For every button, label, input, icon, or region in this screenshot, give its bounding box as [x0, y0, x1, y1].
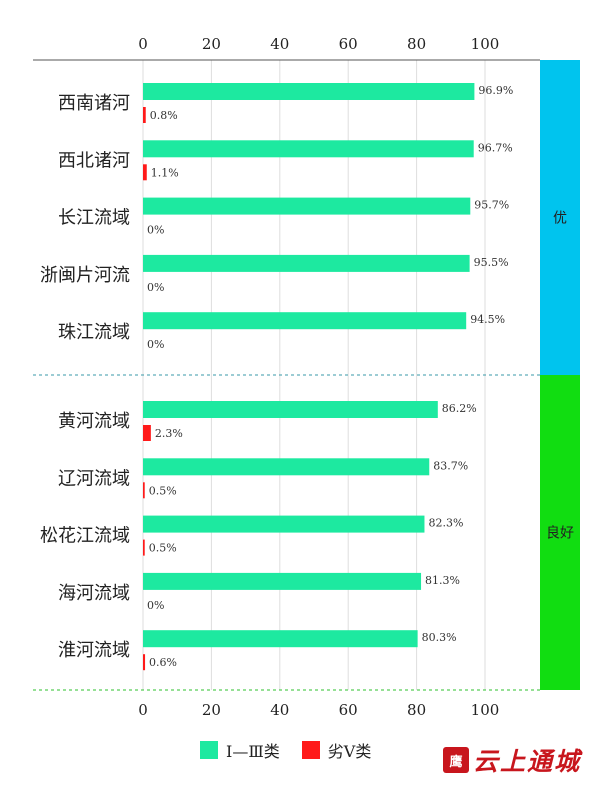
bar-value-label: 0% [147, 599, 164, 612]
bar-value-label: 94.5% [470, 313, 505, 326]
legend-label-1: Ⅰ—Ⅲ类 [226, 742, 280, 761]
bar-value-label: 0.6% [149, 656, 177, 669]
legend-swatch-1 [200, 741, 218, 759]
bar-value-label: 0.5% [149, 484, 177, 497]
bar-good [143, 458, 430, 476]
bar-poor [143, 107, 146, 123]
x-tick-label-bottom: 40 [270, 701, 289, 719]
category-label: 西南诸河 [58, 93, 130, 114]
bar-value-label: 0.8% [150, 109, 178, 122]
bar-poor [143, 654, 146, 671]
bar-good [143, 515, 425, 533]
bar-value-label: 0% [147, 224, 164, 237]
category-label: 淮河流域 [58, 640, 130, 661]
group-band-label: 良好 [546, 526, 574, 542]
x-tick-label-top: 60 [339, 35, 358, 53]
bar-value-label: 81.3% [425, 574, 460, 587]
group-band-label: 优 [553, 211, 567, 227]
x-tick-label-bottom: 20 [202, 701, 221, 719]
x-tick-label-bottom: 0 [138, 701, 148, 719]
category-label: 海河流域 [58, 583, 130, 604]
bar-value-label: 0% [147, 281, 164, 294]
bar-poor [143, 164, 147, 181]
bar-value-label: 95.7% [474, 199, 509, 212]
x-tick-label-bottom: 100 [471, 701, 500, 719]
bar-good [143, 140, 474, 158]
bar-value-label: 2.3% [155, 427, 183, 440]
category-label: 浙闽片河流 [40, 265, 130, 286]
bar-poor [143, 425, 151, 441]
bar-value-label: 1.1% [151, 166, 179, 179]
bar-value-label: 82.3% [428, 517, 463, 530]
bar-value-label: 80.3% [422, 631, 457, 644]
bar-good [143, 254, 470, 272]
category-label: 松花江流域 [40, 526, 130, 547]
x-tick-label-top: 0 [138, 35, 148, 53]
bar-good [143, 630, 418, 648]
group-band [540, 60, 580, 375]
bar-value-label: 96.9% [478, 84, 513, 97]
category-label: 黄河流域 [58, 411, 130, 432]
bar-value-label: 96.7% [478, 141, 513, 154]
legend-item-1: Ⅰ—Ⅲ类 [200, 738, 280, 762]
category-label: 长江流域 [58, 208, 130, 229]
bar-poor [143, 539, 145, 556]
category-label: 西北诸河 [58, 150, 130, 171]
group-band [540, 375, 580, 690]
bar-good [143, 197, 471, 215]
bar-poor [143, 482, 145, 499]
watermark-text: 云上通城 [473, 747, 582, 776]
x-tick-label-top: 40 [270, 35, 289, 53]
legend-label-2: 劣Ⅴ类 [327, 742, 372, 761]
x-tick-label-top: 100 [471, 35, 500, 53]
watermark-logo: 鹰 云上通城 [443, 742, 581, 778]
chart-svg: 0 0 20 20 40 40 60 60 80 80 100 100 优良好 西南诸河 96.9% 0.8%… [33, 35, 580, 719]
seal-logo: 鹰 [443, 747, 469, 773]
bar-good [143, 572, 422, 590]
category-label: 珠江流域 [58, 322, 130, 343]
bar-good [143, 401, 438, 418]
bar-value-label: 86.2% [442, 402, 477, 415]
legend-swatch-2 [301, 741, 320, 759]
x-tick-label-bottom: 80 [407, 701, 426, 719]
legend-item-2: 劣Ⅴ类 [301, 738, 372, 762]
bar-value-label: 0.5% [149, 542, 177, 555]
bar-good [143, 312, 467, 330]
bar-value-label: 83.7% [433, 459, 468, 472]
category-label: 辽河流域 [58, 468, 130, 489]
legend: Ⅰ—Ⅲ类 劣Ⅴ类 [200, 738, 393, 762]
x-tick-label-bottom: 60 [339, 701, 358, 719]
x-tick-label-top: 80 [407, 35, 426, 53]
x-tick-label-top: 20 [202, 35, 221, 53]
bar-value-label: 95.5% [474, 256, 509, 269]
bar-good [143, 83, 475, 100]
bar-value-label: 0% [147, 338, 164, 351]
